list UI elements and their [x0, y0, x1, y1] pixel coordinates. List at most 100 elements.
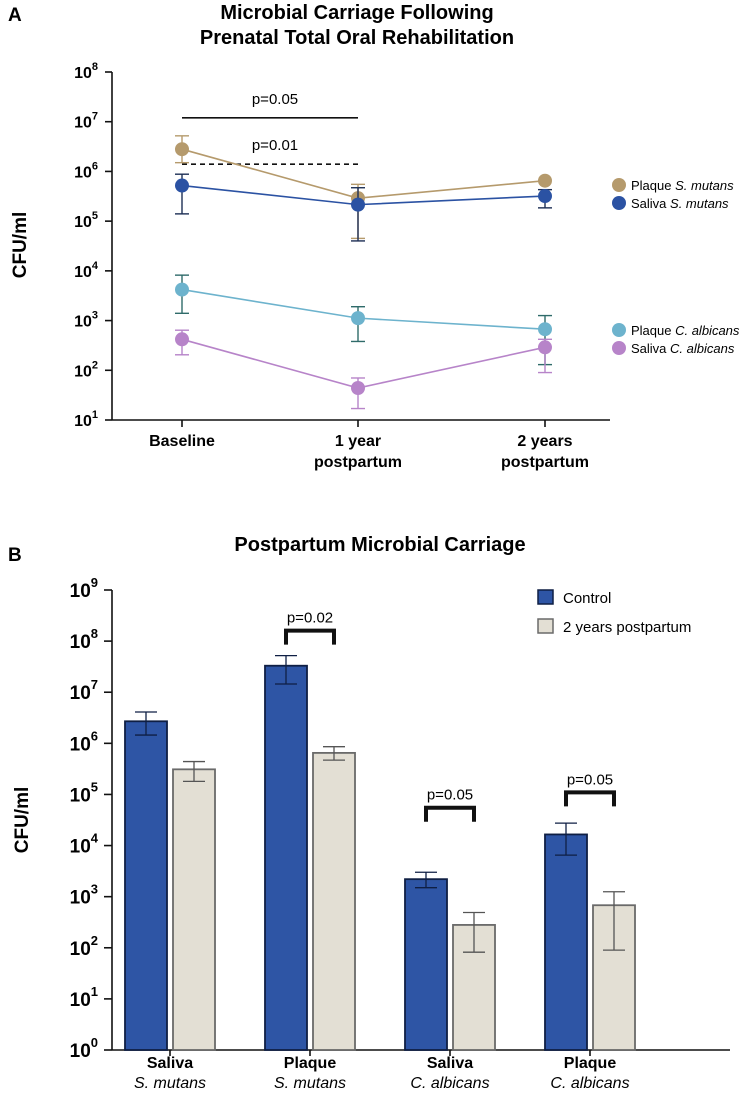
panel-b-xtick-species: S. mutans [274, 1075, 346, 1092]
panel-b-ytick-base: 10 [70, 734, 91, 755]
panel-a-legend-marker [612, 341, 626, 355]
panel-b-ytick-base: 10 [70, 1041, 91, 1062]
panel-a-ytick-exp: 5 [92, 210, 98, 222]
panel-a-data-point [175, 332, 189, 347]
panel-b-bar [124, 720, 168, 1051]
panel-a-ylabel: CFU/ml [10, 212, 31, 279]
panel-a-legend-marker [612, 196, 626, 210]
panel-b-ytick-base: 10 [70, 581, 91, 602]
panel-b-ytick-exp: 9 [91, 575, 98, 590]
panel-b-ytick-exp: 7 [91, 677, 98, 692]
panel-b-ytick-label: 108 [70, 626, 98, 653]
panel-a-data-point [538, 173, 552, 188]
panel-b-bar [544, 833, 588, 1051]
panel-a-ytick-label: 102 [74, 359, 98, 380]
panel-a-ytick-label: 101 [74, 409, 98, 430]
panel-a-ytick-base: 10 [74, 214, 92, 231]
panel-b-ytick-label: 100 [70, 1035, 98, 1062]
panel-b-ytick-exp: 8 [91, 626, 98, 641]
panel-b-ytick-base: 10 [70, 888, 91, 909]
panel-a-data-point [175, 282, 189, 297]
panel-a-ytick-base: 10 [74, 363, 92, 380]
panel-a-ytick-label: 106 [74, 160, 98, 181]
panel-a-data-point [175, 142, 189, 157]
panel-b-significance-label: p=0.02 [287, 610, 333, 627]
panel-b-ytick-exp: 1 [91, 984, 98, 999]
panel-a-legend-species: C. albicans [670, 341, 735, 356]
panel-b-significance-bracket [424, 805, 476, 822]
panel-a-data-point [538, 340, 552, 355]
panel-b-significance-label: p=0.05 [427, 787, 473, 804]
panel-b-ytick-label: 103 [70, 882, 98, 909]
panel-b-bar [592, 904, 636, 1051]
panel-a-significance-label: p=0.01 [252, 137, 298, 154]
panel-a-xtick-label-line2: postpartum [314, 454, 402, 471]
panel-a-ytick-exp: 7 [92, 111, 98, 123]
panel-a-ytick-label: 108 [74, 61, 98, 82]
panel-b-ytick-exp: 6 [91, 728, 98, 743]
panel-a-ytick-base: 10 [74, 264, 92, 281]
panel-b-significance-label: p=0.05 [567, 771, 613, 788]
panel-a-legend-name: Saliva [631, 341, 670, 356]
panel-b-significance-bracket [284, 628, 336, 645]
panel-a-ytick-exp: 4 [92, 260, 99, 272]
panel-b-legend-swatch [537, 618, 554, 634]
panel-a-title-line2: Prenatal Total Oral Rehabilitation [200, 27, 514, 49]
panel-b-ytick-exp: 5 [91, 779, 98, 794]
panel-b-ytick-base: 10 [70, 785, 91, 806]
panel-b-xtick-label: Plaque [284, 1055, 337, 1072]
panel-a-ytick-exp: 1 [92, 409, 98, 421]
panel-a-ytick-exp: 8 [92, 61, 98, 73]
panel-b-xtick-label: Saliva [147, 1055, 193, 1072]
panel-b-ytick-base: 10 [70, 939, 91, 960]
panel-a-legend-species: S. mutans [670, 196, 729, 211]
panel-a-xtick-label: 1 year [335, 433, 381, 450]
panel-a-data-point [538, 189, 552, 204]
panel-b-xtick-species: S. mutans [134, 1075, 206, 1092]
panel-a-ytick-base: 10 [74, 314, 92, 331]
panel-a-ytick-base: 10 [74, 164, 92, 181]
panel-b-ytick-label: 104 [70, 831, 99, 858]
panel-b-significance-bracket [564, 790, 616, 807]
panel-a-ytick-label: 103 [74, 310, 98, 331]
panel-b-legend-label: 2 years postpartum [563, 619, 691, 636]
panel-a-ytick-base: 10 [74, 115, 92, 132]
panel-a-legend-name: Plaque [631, 323, 675, 338]
panel-b-title: Postpartum Microbial Carriage [234, 534, 525, 556]
panel-a-legend-name: Plaque [631, 178, 675, 193]
panel-b-xtick-species: C. albicans [410, 1075, 489, 1092]
panel-b-ytick-label: 101 [70, 984, 98, 1011]
panel-b-label: B [8, 545, 22, 566]
panel-b-ytick-label: 107 [70, 677, 98, 704]
panel-b-ytick-label: 109 [70, 575, 98, 602]
panel-a-ytick-base: 10 [74, 65, 92, 82]
panel-a-legend-species: C. albicans [675, 323, 740, 338]
panel-a-data-point [351, 311, 365, 326]
panel-a-ytick-exp: 2 [92, 359, 98, 371]
panel-a-ytick-exp: 6 [92, 160, 98, 172]
panel-a-ytick-base: 10 [74, 413, 92, 430]
panel-a-xtick-label: Baseline [149, 433, 215, 450]
panel-b-ytick-exp: 2 [91, 933, 98, 948]
panel-a-series-line [181, 288, 546, 331]
panel-a-legend-label: Saliva C. albicans [631, 341, 735, 356]
panel-b-ytick-label: 106 [70, 728, 98, 755]
panel-a-legend-label: Saliva S. mutans [631, 196, 729, 211]
panel-b-ytick-base: 10 [70, 632, 91, 653]
panel-b-bar [264, 664, 308, 1051]
panel-a-xtick-label: 2 years [517, 433, 572, 450]
panel-a-ytick-label: 107 [74, 111, 98, 132]
panel-a-data-point [351, 381, 365, 396]
panel-b-legend-swatch [537, 589, 554, 605]
panel-a-data-point [351, 197, 365, 212]
panel-b-ytick-exp: 3 [91, 882, 98, 897]
panel-b-ytick-base: 10 [70, 837, 91, 858]
panel-a-ytick-label: 105 [74, 210, 98, 231]
panel-a-ytick-exp: 3 [92, 310, 98, 322]
panel-b-ytick-base: 10 [70, 990, 91, 1011]
panel-a-data-point [538, 322, 552, 337]
panel-a-series-line [181, 338, 546, 389]
